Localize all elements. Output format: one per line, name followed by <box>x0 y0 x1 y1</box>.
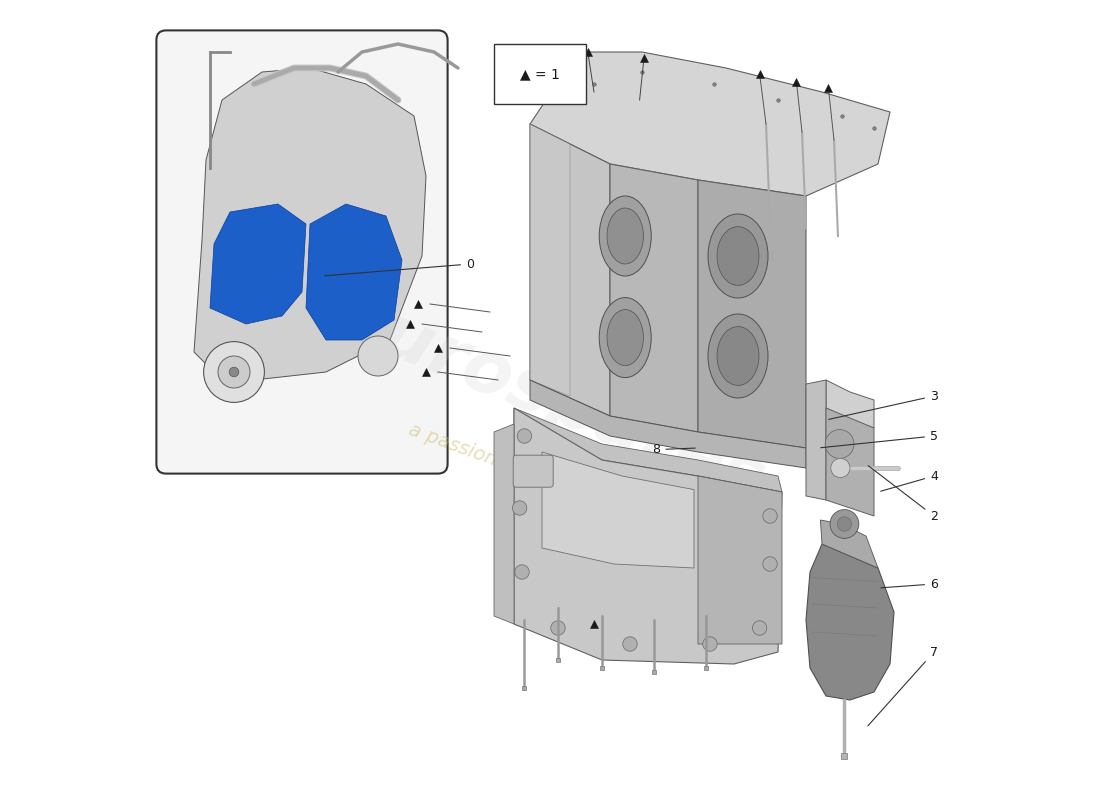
Circle shape <box>204 342 264 402</box>
Polygon shape <box>194 68 426 380</box>
Polygon shape <box>530 124 570 396</box>
Polygon shape <box>698 180 806 448</box>
Circle shape <box>515 565 529 579</box>
Text: a passion for detail since 1985: a passion for detail since 1985 <box>406 420 694 540</box>
Text: 8: 8 <box>652 443 695 456</box>
Polygon shape <box>494 424 514 624</box>
Text: 5: 5 <box>821 430 938 448</box>
Circle shape <box>229 367 239 377</box>
Text: 7: 7 <box>868 646 938 726</box>
Polygon shape <box>210 204 306 324</box>
Circle shape <box>837 517 851 531</box>
Ellipse shape <box>607 208 644 264</box>
Polygon shape <box>826 408 875 516</box>
FancyBboxPatch shape <box>156 30 448 474</box>
Circle shape <box>358 336 398 376</box>
Polygon shape <box>826 380 875 428</box>
FancyBboxPatch shape <box>514 455 553 487</box>
Polygon shape <box>542 452 694 568</box>
Ellipse shape <box>717 326 759 386</box>
Ellipse shape <box>600 298 651 378</box>
Text: 3: 3 <box>828 390 938 419</box>
Polygon shape <box>698 476 782 644</box>
Text: 4: 4 <box>881 470 938 491</box>
Circle shape <box>830 510 859 538</box>
Polygon shape <box>530 52 890 196</box>
Polygon shape <box>530 124 610 416</box>
Polygon shape <box>821 520 878 568</box>
Circle shape <box>703 637 717 651</box>
Text: eurospares: eurospares <box>326 282 774 518</box>
Circle shape <box>517 429 531 443</box>
Ellipse shape <box>708 314 768 398</box>
Circle shape <box>830 458 850 478</box>
Text: 6: 6 <box>881 578 938 590</box>
FancyBboxPatch shape <box>494 44 586 104</box>
Text: 0: 0 <box>324 258 474 276</box>
Ellipse shape <box>600 196 651 276</box>
Polygon shape <box>514 408 782 492</box>
Circle shape <box>825 430 854 458</box>
Circle shape <box>752 621 767 635</box>
Circle shape <box>513 501 527 515</box>
Ellipse shape <box>708 214 768 298</box>
Text: 2: 2 <box>868 466 938 522</box>
Text: ▲ = 1: ▲ = 1 <box>520 67 560 81</box>
Polygon shape <box>306 204 402 340</box>
Ellipse shape <box>717 226 759 286</box>
Polygon shape <box>806 544 894 700</box>
Circle shape <box>218 356 250 388</box>
Polygon shape <box>806 380 826 500</box>
Circle shape <box>551 621 565 635</box>
Polygon shape <box>530 380 806 468</box>
Polygon shape <box>514 408 782 664</box>
Circle shape <box>762 509 778 523</box>
Circle shape <box>623 637 637 651</box>
Circle shape <box>762 557 778 571</box>
Ellipse shape <box>607 310 644 366</box>
Polygon shape <box>610 164 698 432</box>
